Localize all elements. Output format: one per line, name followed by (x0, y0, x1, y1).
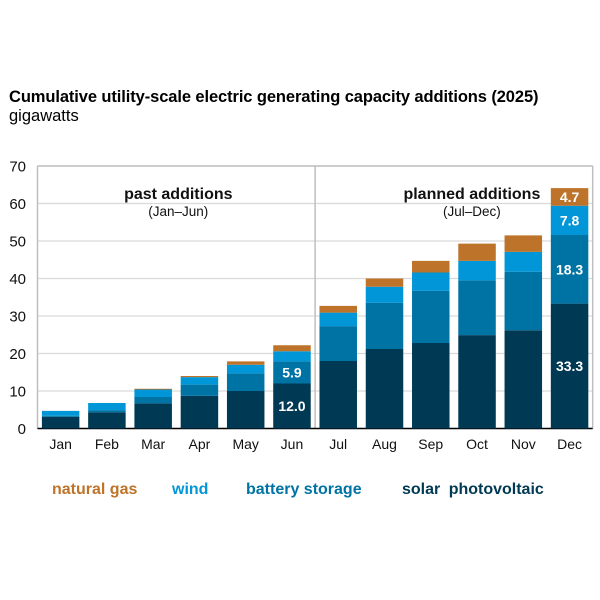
bar-segment-solar-photovoltaic (365, 349, 404, 429)
bar-segment-wind (412, 272, 450, 291)
bar-segment-battery-storage (504, 271, 543, 331)
bar-segment-battery-storage (226, 373, 265, 391)
x-tick-label: Nov (511, 436, 536, 452)
y-axis-ticks: 0 10 20 30 40 50 60 70 (9, 159, 26, 439)
chart-subtitle: gigawatts (9, 107, 79, 125)
bar-segment-natural-gas (273, 345, 311, 352)
bar-segment-solar-photovoltaic (550, 303, 589, 429)
x-tick-label: Dec (557, 436, 582, 452)
bar-segment-wind (550, 205, 589, 235)
x-tick-label: Aug (372, 436, 397, 452)
bar-segment-wind (273, 351, 311, 362)
x-tick-label: Apr (189, 436, 211, 452)
bar-segment-natural-gas (550, 188, 589, 206)
data-label: 33.3 (556, 358, 583, 374)
bar-segment-solar-photovoltaic (41, 416, 80, 429)
bar-segment-solar-photovoltaic (226, 391, 265, 429)
x-tick-label: Feb (95, 436, 119, 452)
legend-item: natural gas (52, 481, 137, 498)
bar-segment-battery-storage (273, 361, 311, 384)
annotation-subtitle: (Jan–Jun) (148, 204, 208, 219)
bar-segment-battery-storage (365, 302, 404, 349)
x-tick-label: Jan (49, 436, 72, 452)
bar-segment-wind (365, 286, 404, 303)
y-tick-label: 0 (18, 421, 26, 438)
bar-segment-battery-storage (88, 410, 126, 413)
bar-segment-wind (319, 312, 357, 327)
bar-segment-wind (504, 251, 543, 272)
bar-segment-natural-gas (365, 278, 404, 287)
legend-item: battery storage (246, 481, 362, 498)
bar-segment-battery-storage (41, 415, 80, 417)
bar-segment-wind (41, 410, 80, 416)
legend-item: solar photovoltaic (402, 481, 544, 498)
annotations: past additions(Jan–Jun) planned additions… (124, 186, 540, 219)
bar-segment-wind (134, 389, 172, 397)
bar-segment-solar-photovoltaic (319, 361, 357, 429)
x-tick-label: Jun (281, 436, 304, 452)
bar-segment-battery-storage (458, 280, 496, 336)
bar-segment-solar-photovoltaic (180, 395, 219, 429)
bar-segment-natural-gas (226, 361, 265, 365)
data-label: 7.8 (560, 212, 580, 228)
y-tick-label: 70 (9, 159, 26, 176)
y-tick-label: 10 (9, 384, 26, 401)
bar-segment-solar-photovoltaic (458, 335, 496, 429)
bar-segment-natural-gas (180, 376, 219, 378)
data-label: 4.7 (560, 189, 580, 205)
y-tick-label: 50 (9, 234, 26, 251)
bar-segment-solar-photovoltaic (88, 412, 126, 429)
data-labels: 12.0 5.9 33.3 18.3 7.8 4.7 (278, 189, 583, 414)
x-tick-label: Oct (466, 436, 488, 452)
bar-segment-battery-storage (412, 290, 450, 343)
bar-segment-natural-gas (134, 388, 172, 390)
bar-segment-wind (180, 377, 219, 385)
bar-segment-wind (88, 403, 126, 411)
annotation-title: planned additions (403, 186, 540, 203)
bar-segment-natural-gas (412, 260, 450, 273)
x-tick-label: Sep (418, 436, 443, 452)
annotation-subtitle: (Jul–Dec) (443, 204, 501, 219)
y-tick-label: 20 (9, 346, 26, 363)
bars (41, 188, 589, 429)
bar-segment-solar-photovoltaic (134, 403, 172, 429)
bar-segment-battery-storage (319, 326, 357, 361)
x-tick-label: Mar (141, 436, 165, 452)
bar-segment-battery-storage (180, 384, 219, 396)
bar-segment-battery-storage (134, 397, 172, 404)
x-tick-label: Jul (329, 436, 347, 452)
y-tick-label: 60 (9, 196, 26, 213)
chart-title: Cumulative utility-scale electric genera… (9, 88, 539, 106)
legend-item: wind (171, 481, 208, 498)
y-tick-label: 40 (9, 271, 26, 288)
data-label: 5.9 (282, 364, 302, 380)
y-tick-label: 30 (9, 309, 26, 326)
annotation-title: past additions (124, 186, 233, 203)
bar-segment-wind (458, 260, 496, 281)
legend: natural gas wind battery storage solar phot… (52, 481, 544, 498)
gridlines (36, 165, 594, 430)
bar-segment-battery-storage (550, 235, 589, 304)
data-label: 18.3 (556, 261, 583, 277)
bar-segment-natural-gas (458, 243, 496, 261)
x-tick-label: May (232, 436, 258, 452)
data-label: 12.0 (278, 398, 305, 414)
bar-segment-natural-gas (504, 235, 543, 252)
bar-segment-solar-photovoltaic (273, 383, 311, 429)
bar-segment-natural-gas (319, 305, 357, 313)
bar-segment-solar-photovoltaic (412, 343, 450, 429)
bar-segment-wind (226, 364, 265, 374)
bar-segment-solar-photovoltaic (504, 330, 543, 429)
x-axis-ticks: Jan Feb Mar Apr May Jun Jul Aug Sep Oct Nov Dec (49, 436, 582, 452)
